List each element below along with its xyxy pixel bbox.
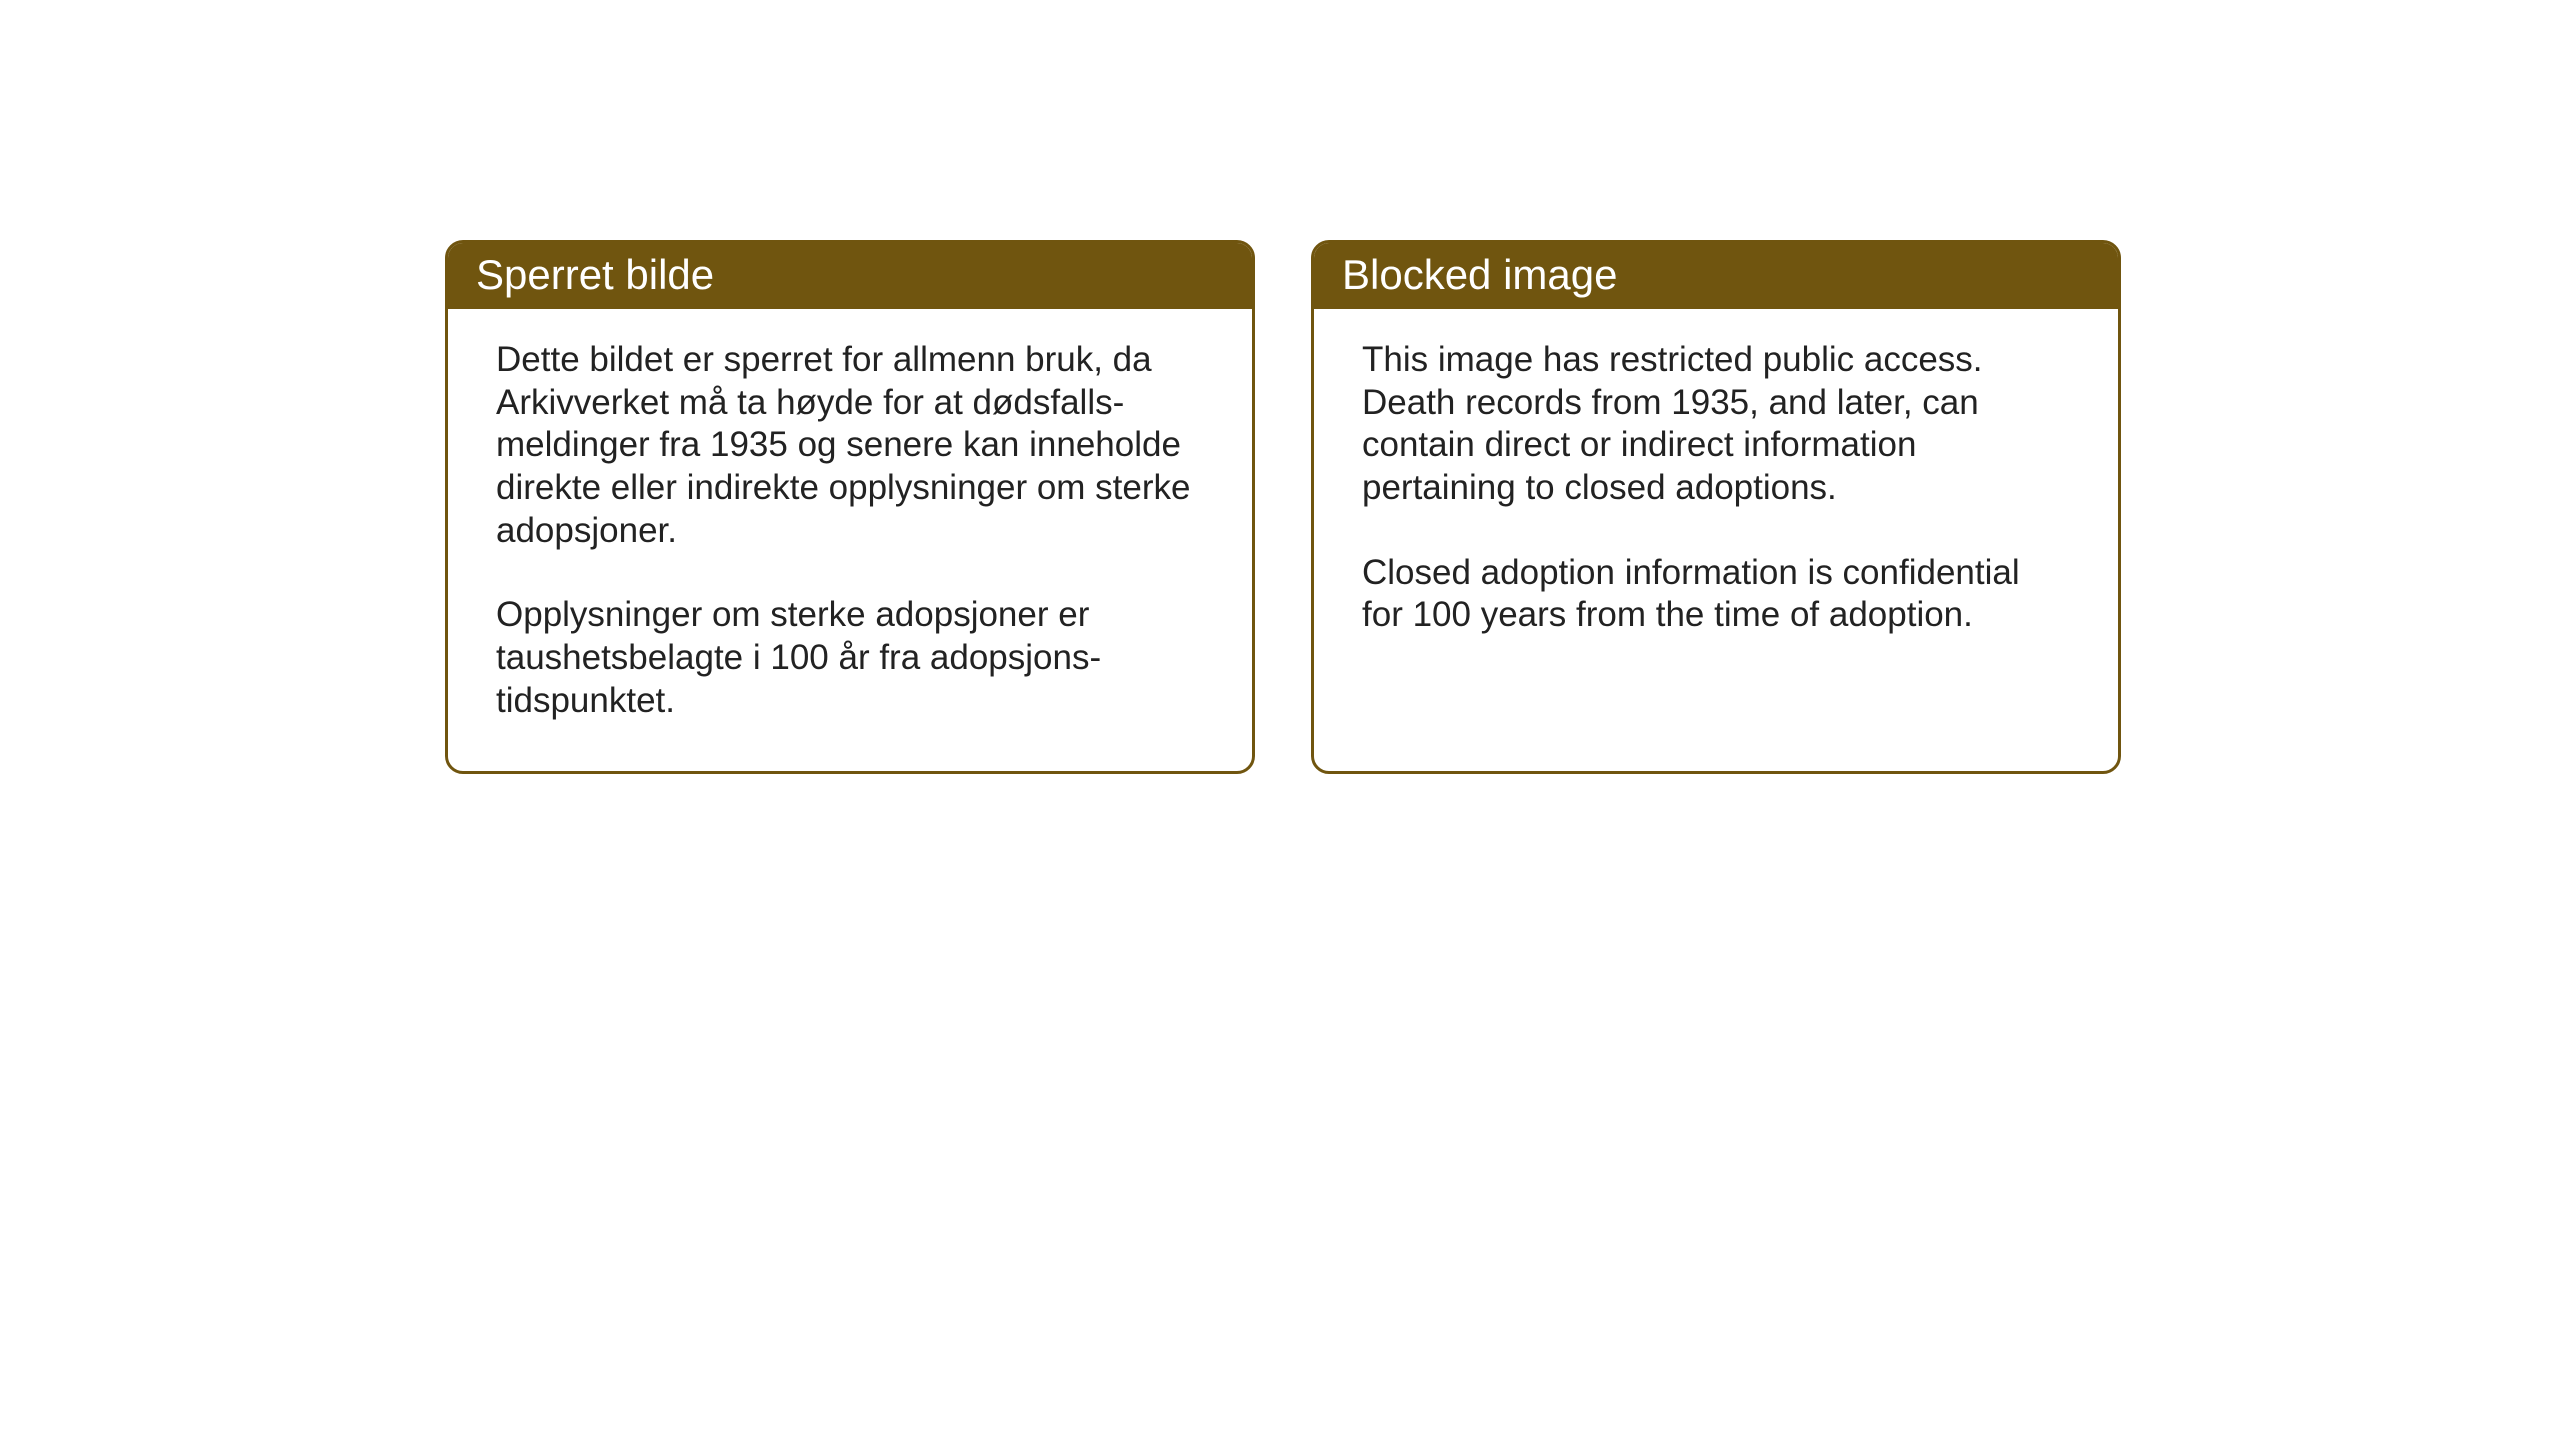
notice-para2-english: Closed adoption information is confident… [1362,552,2070,637]
notice-body-english: This image has restricted public access.… [1314,309,2118,685]
notice-container: Sperret bilde Dette bildet er sperret fo… [445,240,2121,774]
notice-header-norwegian: Sperret bilde [448,243,1252,309]
notice-title-norwegian: Sperret bilde [476,251,714,298]
notice-para1-english: This image has restricted public access.… [1362,339,2070,510]
notice-para1-norwegian: Dette bildet er sperret for allmenn bruk… [496,339,1204,552]
notice-header-english: Blocked image [1314,243,2118,309]
notice-body-norwegian: Dette bildet er sperret for allmenn bruk… [448,309,1252,771]
notice-para2-norwegian: Opplysninger om sterke adopsjoner er tau… [496,594,1204,722]
notice-box-english: Blocked image This image has restricted … [1311,240,2121,774]
notice-box-norwegian: Sperret bilde Dette bildet er sperret fo… [445,240,1255,774]
notice-title-english: Blocked image [1342,251,1617,298]
